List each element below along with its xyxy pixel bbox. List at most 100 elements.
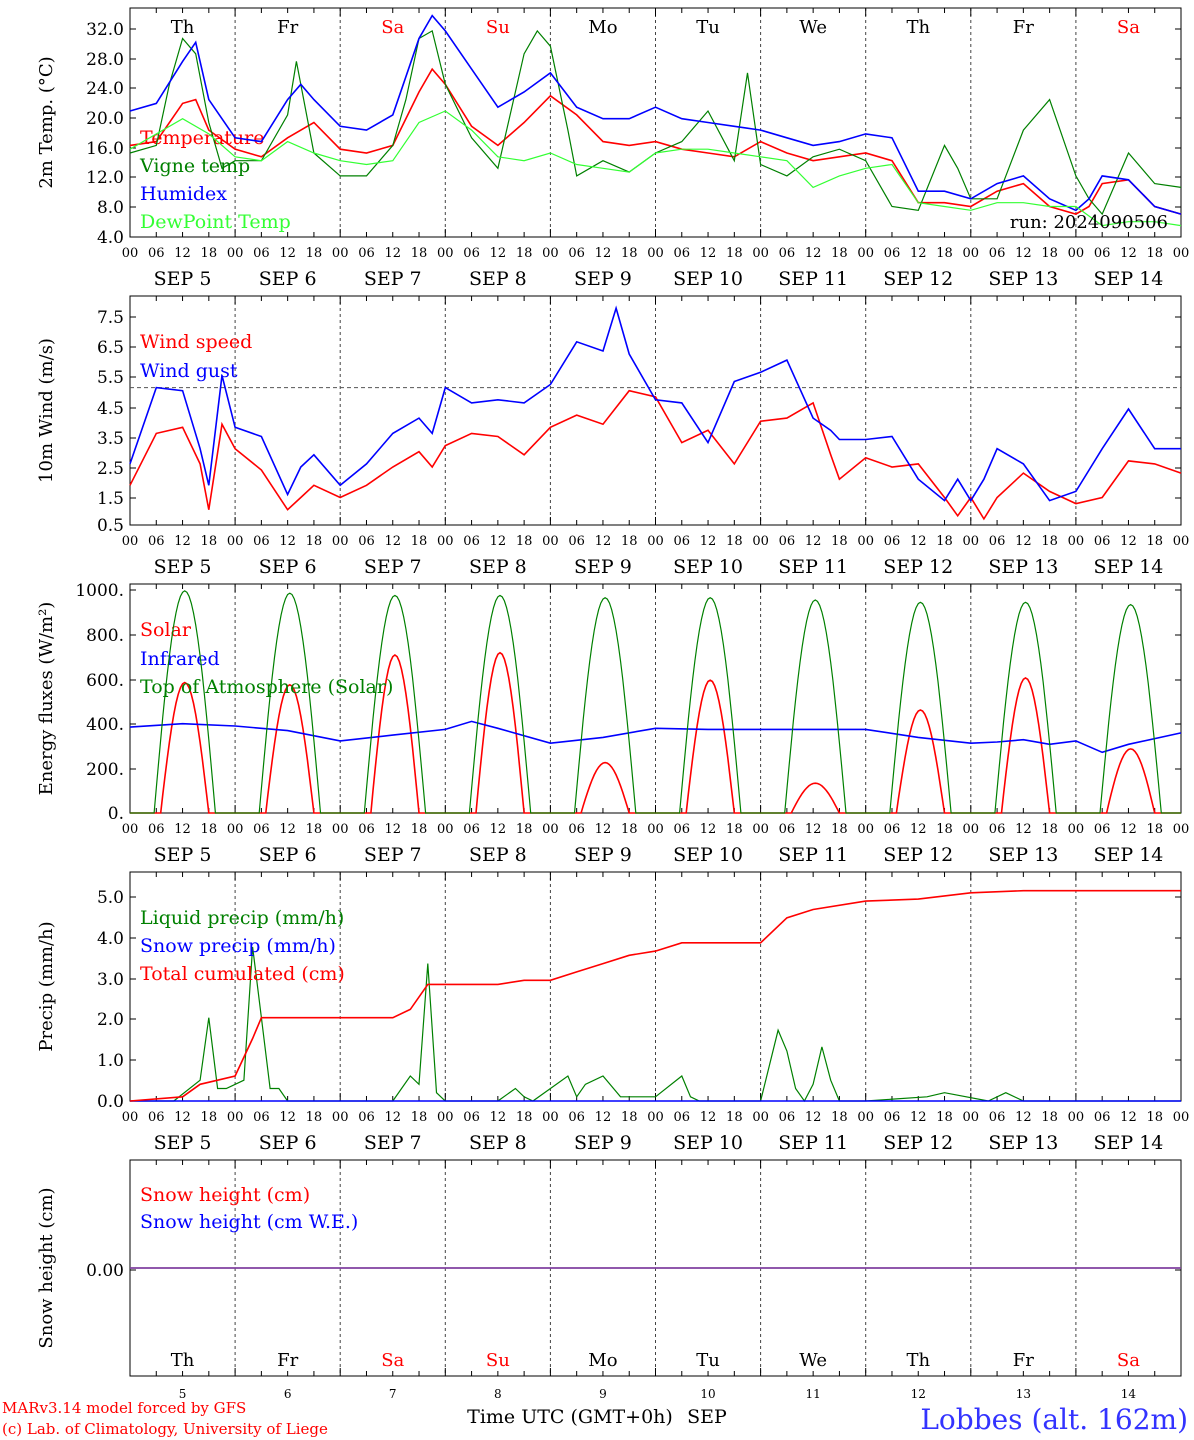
day-name-label: Tu	[696, 17, 720, 38]
legend-label: Liquid precip (mm/h)	[140, 907, 344, 929]
hour-tick-label: 12	[700, 1110, 717, 1125]
hour-tick-label: 06	[1094, 246, 1111, 261]
precip-panel: 5.0 4.0 3.0 2.0 1.0 0.0 Precip (mm/h) 00 06 12 18 S…	[36, 871, 1190, 1154]
hour-tick-label: 06	[568, 534, 585, 549]
footer: 5 6 7 8 9 10 11 12 13 14 MARv3.14 model forced by …	[2, 1387, 1188, 1438]
hour-tick-label: 12	[700, 534, 717, 549]
day-name-label: Th	[171, 17, 195, 38]
hour-tick-label: 06	[884, 822, 901, 837]
hour-tick-label: 12	[384, 246, 401, 261]
hour-tick-label: 06	[779, 1110, 796, 1125]
day-name-label: Su	[486, 1350, 510, 1371]
hour-tick-label: 18	[516, 822, 533, 837]
hour-tick-label: 12	[910, 1110, 927, 1125]
hour-tick-label: 06	[358, 1110, 375, 1125]
y-tick-label: 4.0	[97, 929, 124, 949]
hour-tick-label: 06	[989, 534, 1006, 549]
y-tick-label: 5.0	[97, 888, 124, 908]
wind-panel: 7.5 6.5 5.5 4.5 3.5 2.5 1.5 0.5 10m Wind (m/s) 00…	[36, 295, 1189, 578]
y-tick-label: 12.0	[86, 168, 124, 188]
hour-tick-label: 00	[332, 822, 349, 837]
hour-tick-label: 00	[857, 822, 874, 837]
hour-tick-label: 12	[279, 1110, 296, 1125]
date-label: SEP 5	[154, 556, 212, 578]
y-tick-label: 28.0	[86, 50, 124, 70]
hour-tick-label: 12	[700, 822, 717, 837]
hour-tick-label: 18	[831, 1110, 848, 1125]
hour-tick-label: 18	[306, 534, 323, 549]
hour-tick-label: 00	[1068, 246, 1085, 261]
hour-tick-label: 00	[1173, 1110, 1190, 1125]
hour-tick-label: 18	[1041, 1110, 1058, 1125]
series-line-humidex	[129, 14, 1182, 215]
y-axis-label: Energy fluxes (W/m²)	[36, 602, 57, 796]
y-tick-label: 0.00	[86, 1261, 124, 1281]
hour-tick-label: 18	[936, 246, 953, 261]
hour-tick-label: 00	[227, 822, 244, 837]
hour-tick-label: 12	[595, 822, 612, 837]
hour-tick-label: 00	[437, 534, 454, 549]
hour-tick-label: 06	[463, 534, 480, 549]
hour-tick-label: 06	[989, 1110, 1006, 1125]
hour-tick-label: 00	[122, 1110, 139, 1125]
date-label: SEP 10	[673, 844, 743, 866]
hour-tick-label: 00	[752, 246, 769, 261]
credit-line-1: MARv3.14 model forced by GFS	[2, 1399, 246, 1417]
hour-tick-label: 18	[1041, 534, 1058, 549]
hour-tick-label: 00	[227, 246, 244, 261]
hour-tick-label: 00	[332, 1110, 349, 1125]
y-tick-label: 2.0	[97, 1010, 124, 1030]
date-label: SEP 14	[1094, 1132, 1164, 1154]
day-name-label: Sa	[381, 17, 404, 38]
hour-tick-label: 06	[674, 246, 691, 261]
hour-tick-label: 18	[201, 822, 218, 837]
hour-tick-label: 00	[542, 246, 559, 261]
hour-tick-label: 18	[621, 246, 638, 261]
hour-tick-label: 18	[201, 534, 218, 549]
date-label: SEP 9	[574, 268, 632, 290]
hour-tick-label: 18	[831, 246, 848, 261]
date-label: SEP 11	[778, 844, 848, 866]
hour-tick-label: 12	[174, 822, 191, 837]
hour-tick-label: 18	[411, 1110, 428, 1125]
hour-tick-label: 12	[910, 534, 927, 549]
hour-tick-label: 06	[358, 246, 375, 261]
hour-tick-label: 12	[805, 822, 822, 837]
date-label: SEP 11	[778, 268, 848, 290]
hour-tick-label: 18	[516, 534, 533, 549]
hour-tick-label: 06	[989, 246, 1006, 261]
y-tick-label: 0.	[108, 804, 124, 824]
hour-tick-label: 00	[332, 246, 349, 261]
date-label: SEP 7	[364, 556, 422, 578]
credit-line-2: (c) Lab. of Climatology, University of L…	[2, 1420, 328, 1438]
hour-tick-label: 18	[936, 534, 953, 549]
hour-tick-label: 18	[936, 1110, 953, 1125]
hour-tick-label: 18	[726, 822, 743, 837]
hour-tick-label: 06	[884, 1110, 901, 1125]
hour-tick-label: 12	[805, 1110, 822, 1125]
hour-tick-label: 06	[463, 1110, 480, 1125]
date-label: SEP 10	[673, 1132, 743, 1154]
hour-tick-label: 06	[779, 246, 796, 261]
legend-label: Humidex	[140, 183, 227, 205]
y-tick-label: 5.5	[97, 368, 124, 388]
hour-tick-label: 00	[542, 534, 559, 549]
hour-tick-label: 00	[963, 534, 980, 549]
hour-tick-label: 06	[253, 822, 270, 837]
hour-tick-label: 00	[437, 1110, 454, 1125]
hour-tick-label: 18	[516, 246, 533, 261]
hour-tick-label: 00	[1068, 534, 1085, 549]
hour-tick-label: 06	[358, 534, 375, 549]
hour-tick-label: 06	[358, 822, 375, 837]
day-name-label: Mo	[588, 1350, 617, 1371]
date-label: SEP 9	[574, 1132, 632, 1154]
hour-tick-label: 18	[726, 1110, 743, 1125]
hour-tick-label: 00	[122, 534, 139, 549]
y-tick-label: 1.0	[97, 1051, 124, 1071]
date-label: SEP 8	[469, 844, 527, 866]
day-name-label: Th	[906, 1350, 930, 1371]
hour-tick-label: 12	[805, 534, 822, 549]
hour-tick-label: 18	[306, 246, 323, 261]
hour-tick-label: 06	[568, 1110, 585, 1125]
hour-tick-label: 12	[1120, 822, 1137, 837]
